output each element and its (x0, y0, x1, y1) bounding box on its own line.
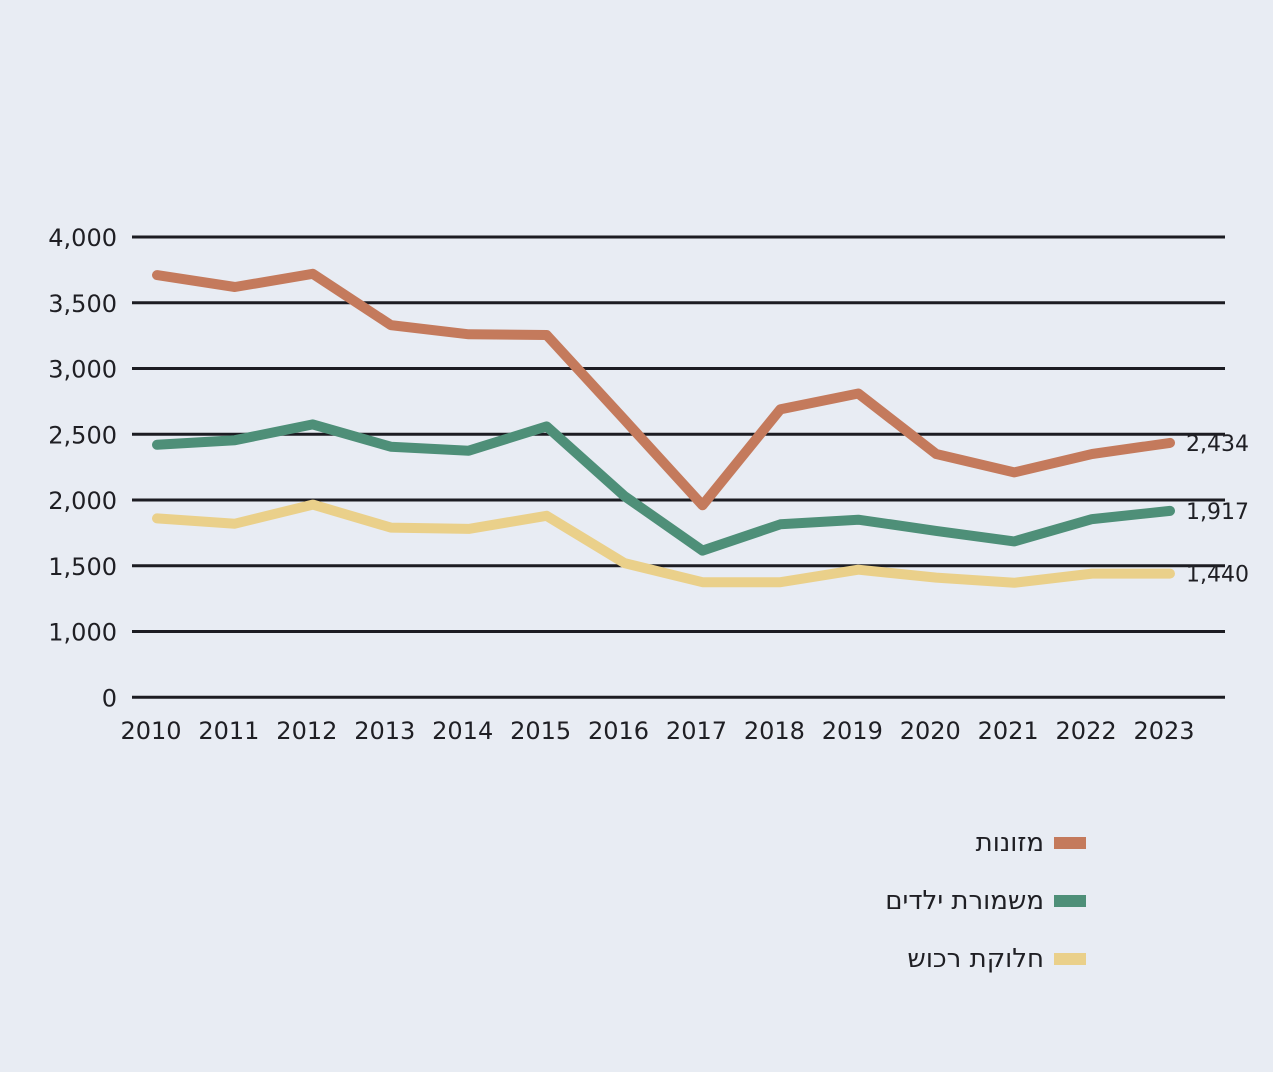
gridlines (132, 235, 1225, 699)
legend-label: משמורת ילדים (885, 886, 1044, 916)
end-value-label-alimony: 2,434 (1186, 432, 1249, 457)
y-tick-label: 0 (102, 684, 117, 712)
y-tick-label: 1,500 (48, 553, 117, 581)
legend: מזונות משמורת ילדים חלוקת רכוש (885, 826, 1086, 976)
y-tick-label: 2,500 (48, 421, 117, 449)
x-tick-label: 2021 (978, 717, 1039, 745)
legend-label: חלוקת רכוש (907, 944, 1044, 974)
y-tick-label: 4,000 (48, 224, 117, 252)
series-line-alimony (152, 268, 1175, 511)
x-tick-label: 2015 (510, 717, 571, 745)
x-tick-label: 2023 (1133, 717, 1194, 745)
legend-item-alimony[interactable]: מזונות (976, 826, 1086, 860)
series-line-child-custody (152, 419, 1175, 556)
end-value-label-child-custody: 1,917 (1186, 500, 1249, 525)
x-tick-label: 2019 (822, 717, 883, 745)
x-axis-tick-labels: 2010 2011 2012 2013 2014 2015 2016 2017 2018 2019… (120, 717, 1194, 745)
x-tick-label: 2010 (120, 717, 181, 745)
end-value-label-property-division: 1,440 (1186, 563, 1249, 588)
legend-item-property-division[interactable]: חלוקת רכוש (907, 942, 1086, 976)
y-tick-label: 1,000 (48, 619, 117, 647)
x-tick-label: 2014 (432, 717, 493, 745)
legend-item-child-custody[interactable]: משמורת ילדים (885, 884, 1086, 918)
end-value-labels: 1,440 1,917 2,434 (1186, 432, 1249, 588)
x-tick-label: 2020 (900, 717, 961, 745)
y-tick-label: 3,000 (48, 356, 117, 384)
x-tick-label: 2017 (666, 717, 727, 745)
y-axis-tick-labels: 0 1,000 1,500 2,000 2,500 3,000 3,500 4,000 (48, 224, 117, 712)
x-tick-label: 2018 (744, 717, 805, 745)
x-tick-label: 2012 (276, 717, 337, 745)
legend-swatch-child-custody (1054, 895, 1086, 907)
legend-swatch-alimony (1054, 837, 1086, 849)
legend-swatch-property-division (1054, 953, 1086, 965)
x-tick-label: 2013 (354, 717, 415, 745)
series-line-property-division (152, 499, 1175, 588)
series-lines (152, 268, 1175, 588)
y-tick-label: 3,500 (48, 290, 117, 318)
y-tick-label: 2,000 (48, 487, 117, 515)
x-tick-label: 2022 (1056, 717, 1117, 745)
x-tick-label: 2011 (198, 717, 259, 745)
x-tick-label: 2016 (588, 717, 649, 745)
legend-label: מזונות (975, 828, 1044, 858)
